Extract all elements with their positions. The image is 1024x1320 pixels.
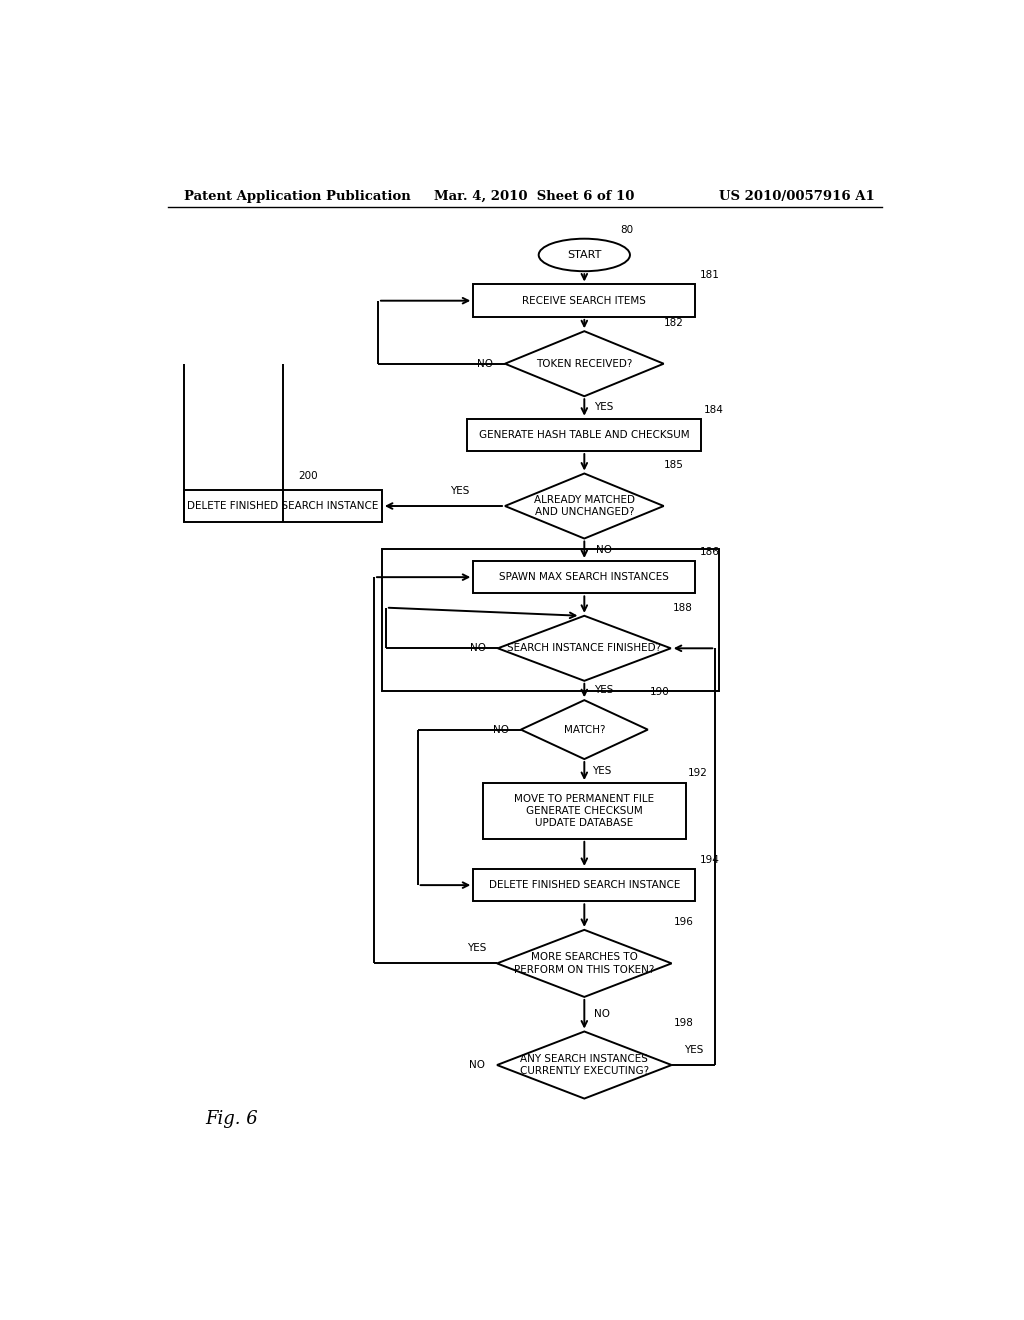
Bar <box>382 549 719 690</box>
Text: DELETE FINISHED SEARCH INSTANCE: DELETE FINISHED SEARCH INSTANCE <box>187 502 379 511</box>
Text: 192: 192 <box>687 768 708 779</box>
Text: 190: 190 <box>650 688 670 697</box>
Text: 200: 200 <box>299 471 318 480</box>
Text: MORE SEARCHES TO
PERFORM ON THIS TOKEN?: MORE SEARCHES TO PERFORM ON THIS TOKEN? <box>514 952 654 974</box>
Text: NO: NO <box>469 1060 485 1071</box>
Text: 80: 80 <box>620 224 633 235</box>
Bar <box>183 490 382 523</box>
Text: 194: 194 <box>699 855 719 865</box>
Text: 188: 188 <box>673 603 693 612</box>
Text: YES: YES <box>595 403 613 412</box>
Text: NO: NO <box>594 1010 609 1019</box>
Bar <box>483 783 685 840</box>
Text: 182: 182 <box>664 318 684 329</box>
Text: TOKEN RECEIVED?: TOKEN RECEIVED? <box>537 359 633 368</box>
Text: YES: YES <box>468 944 486 953</box>
Text: RECEIVE SEARCH ITEMS: RECEIVE SEARCH ITEMS <box>522 296 646 306</box>
Text: Fig. 6: Fig. 6 <box>205 1110 258 1127</box>
Text: DELETE FINISHED SEARCH INSTANCE: DELETE FINISHED SEARCH INSTANCE <box>488 880 680 890</box>
Text: YES: YES <box>592 766 611 776</box>
Text: YES: YES <box>684 1045 703 1055</box>
Text: ALREADY MATCHED
AND UNCHANGED?: ALREADY MATCHED AND UNCHANGED? <box>534 495 635 517</box>
Text: YES: YES <box>595 685 613 696</box>
Text: START: START <box>567 249 601 260</box>
Text: 198: 198 <box>674 1019 694 1028</box>
Text: 185: 185 <box>664 461 684 470</box>
Text: 186: 186 <box>699 546 719 557</box>
Text: NO: NO <box>477 359 494 368</box>
Text: MOVE TO PERMANENT FILE
GENERATE CHECKSUM
UPDATE DATABASE: MOVE TO PERMANENT FILE GENERATE CHECKSUM… <box>514 793 654 829</box>
Text: MATCH?: MATCH? <box>563 725 605 735</box>
Bar <box>467 418 701 451</box>
Text: 196: 196 <box>674 917 694 927</box>
Text: NO: NO <box>493 725 509 735</box>
Text: GENERATE HASH TABLE AND CHECKSUM: GENERATE HASH TABLE AND CHECKSUM <box>479 430 689 440</box>
Text: 181: 181 <box>699 271 719 280</box>
Bar <box>473 869 695 902</box>
Text: Mar. 4, 2010  Sheet 6 of 10: Mar. 4, 2010 Sheet 6 of 10 <box>433 190 634 202</box>
Text: YES: YES <box>450 486 469 496</box>
Text: NO: NO <box>470 643 486 653</box>
Text: 184: 184 <box>703 404 723 414</box>
Bar <box>473 561 695 594</box>
Text: NO: NO <box>596 545 612 554</box>
Text: Patent Application Publication: Patent Application Publication <box>183 190 411 202</box>
Text: US 2010/0057916 A1: US 2010/0057916 A1 <box>719 190 874 202</box>
Text: SPAWN MAX SEARCH INSTANCES: SPAWN MAX SEARCH INSTANCES <box>500 572 670 582</box>
Text: ANY SEARCH INSTANCES
CURRENTLY EXECUTING?: ANY SEARCH INSTANCES CURRENTLY EXECUTING… <box>520 1053 649 1076</box>
Text: SEARCH INSTANCE FINISHED?: SEARCH INSTANCE FINISHED? <box>507 643 662 653</box>
Bar <box>473 284 695 317</box>
